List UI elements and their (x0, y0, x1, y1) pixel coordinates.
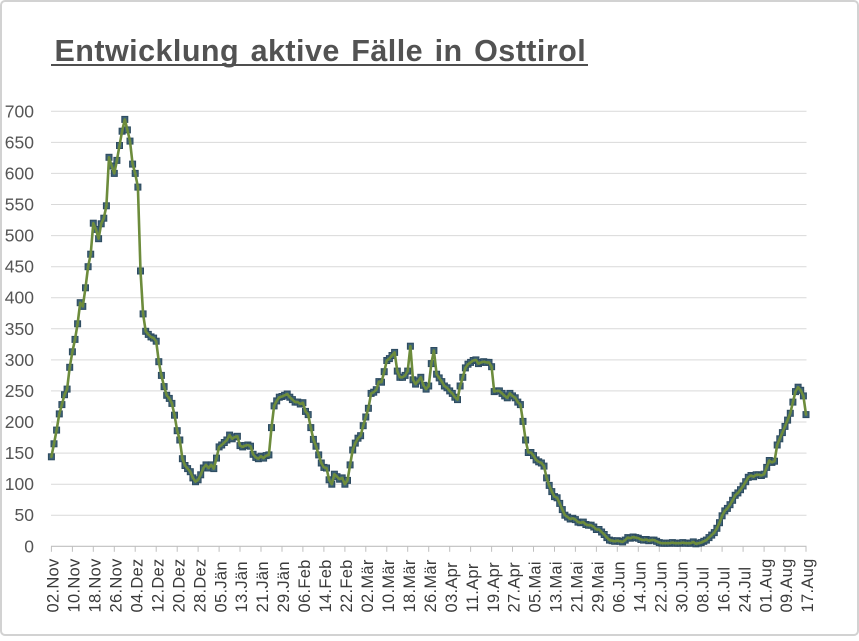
svg-text:02.Mär: 02.Mär (359, 559, 377, 612)
svg-text:700: 700 (5, 101, 34, 121)
svg-text:18.Mär: 18.Mär (401, 559, 419, 612)
svg-text:650: 650 (5, 132, 34, 152)
svg-text:13.Jän: 13.Jän (233, 561, 251, 612)
svg-text:06.Feb: 06.Feb (296, 559, 314, 612)
svg-text:400: 400 (5, 288, 34, 308)
svg-text:300: 300 (5, 350, 34, 370)
svg-text:24.Jul: 24.Jul (736, 567, 754, 613)
svg-text:30.Jun: 30.Jun (673, 561, 691, 612)
svg-text:10.Nov: 10.Nov (66, 558, 84, 613)
svg-text:21.Mai: 21.Mai (569, 561, 587, 612)
svg-text:22.Feb: 22.Feb (338, 559, 356, 612)
svg-text:21.Jän: 21.Jän (254, 561, 272, 612)
svg-text:16.Jul: 16.Jul (715, 567, 733, 613)
svg-text:12.Dez: 12.Dez (149, 558, 167, 612)
svg-text:200: 200 (5, 412, 34, 432)
svg-text:26.Nov: 26.Nov (108, 558, 126, 613)
svg-text:09.Aug: 09.Aug (778, 558, 796, 612)
svg-text:02.Nov: 02.Nov (45, 558, 63, 613)
svg-text:05.Jän: 05.Jän (212, 561, 230, 612)
svg-text:18.Nov: 18.Nov (87, 558, 105, 613)
svg-text:06.Jun: 06.Jun (611, 561, 629, 612)
svg-text:250: 250 (5, 381, 34, 401)
svg-text:600: 600 (5, 163, 34, 183)
svg-text:100: 100 (5, 474, 34, 494)
svg-text:11.Apr: 11.Apr (464, 563, 482, 612)
svg-text:550: 550 (5, 195, 34, 215)
svg-text:20.Dez: 20.Dez (170, 558, 188, 612)
svg-text:01.Aug: 01.Aug (757, 558, 775, 612)
svg-text:26.Mär: 26.Mär (422, 559, 440, 612)
svg-text:150: 150 (5, 443, 34, 463)
svg-text:04.Dez: 04.Dez (128, 558, 146, 612)
svg-text:22.Jun: 22.Jun (653, 561, 671, 612)
svg-text:50: 50 (15, 505, 35, 525)
svg-text:17.Aug: 17.Aug (799, 558, 817, 612)
svg-text:13.Mai: 13.Mai (548, 561, 566, 612)
svg-text:10.Mär: 10.Mär (380, 559, 398, 612)
svg-text:14.Jun: 14.Jun (632, 561, 650, 612)
svg-text:500: 500 (5, 226, 34, 246)
svg-text:19.Apr: 19.Apr (485, 562, 503, 613)
svg-text:29.Jän: 29.Jän (275, 561, 293, 612)
svg-text:05.Mai: 05.Mai (527, 561, 545, 612)
svg-text:0: 0 (24, 536, 34, 556)
svg-text:29.Mai: 29.Mai (590, 561, 608, 612)
svg-text:350: 350 (5, 319, 34, 339)
svg-text:03.Apr: 03.Apr (443, 562, 461, 613)
svg-text:28.Dez: 28.Dez (191, 558, 209, 612)
svg-text:14.Feb: 14.Feb (317, 559, 335, 612)
svg-text:08.Jul: 08.Jul (694, 567, 712, 613)
svg-text:27.Apr: 27.Apr (506, 562, 524, 613)
svg-text:450: 450 (5, 257, 34, 277)
